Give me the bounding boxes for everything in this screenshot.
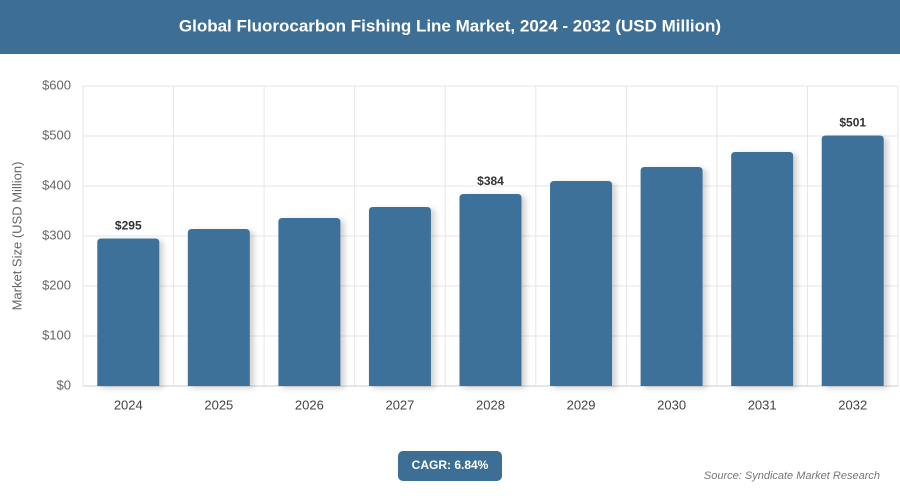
bar: [97, 238, 160, 386]
source-text: Source: Syndicate Market Research: [704, 470, 880, 482]
bar: [550, 181, 613, 386]
data-label: $295: [115, 219, 142, 233]
x-tick-label: 2031: [748, 397, 777, 412]
data-label: $501: [839, 116, 866, 130]
chart-title: Global Fluorocarbon Fishing Line Market,…: [179, 16, 721, 35]
bar: [459, 194, 522, 386]
x-tick-label: 2026: [295, 397, 324, 412]
cagr-badge: [398, 451, 502, 481]
y-tick-label: $100: [42, 327, 71, 342]
x-tick-label: 2027: [385, 397, 414, 412]
header-band: [0, 0, 900, 54]
y-tick-label: $200: [42, 277, 71, 292]
bar: [187, 229, 250, 386]
x-tick-label: 2024: [114, 397, 143, 412]
y-tick-label: $300: [42, 227, 71, 242]
y-tick-label: $600: [42, 77, 71, 92]
x-tick-label: 2029: [567, 397, 596, 412]
bar: [731, 152, 794, 386]
bar: [640, 167, 703, 386]
x-tick-label: 2028: [476, 397, 505, 412]
x-tick-label: 2025: [204, 397, 233, 412]
y-tick-label: $0: [57, 377, 71, 392]
y-tick-label: $500: [42, 127, 71, 142]
bar: [368, 207, 431, 386]
x-tick-label: 2030: [657, 397, 686, 412]
cagr-text: CAGR: 6.84%: [412, 458, 489, 472]
y-axis-label: Market Size (USD Million): [9, 162, 24, 311]
y-tick-label: $400: [42, 177, 71, 192]
x-tick-label: 2032: [838, 397, 867, 412]
bar: [821, 135, 884, 386]
data-label: $384: [477, 174, 504, 188]
bar: [278, 218, 341, 386]
